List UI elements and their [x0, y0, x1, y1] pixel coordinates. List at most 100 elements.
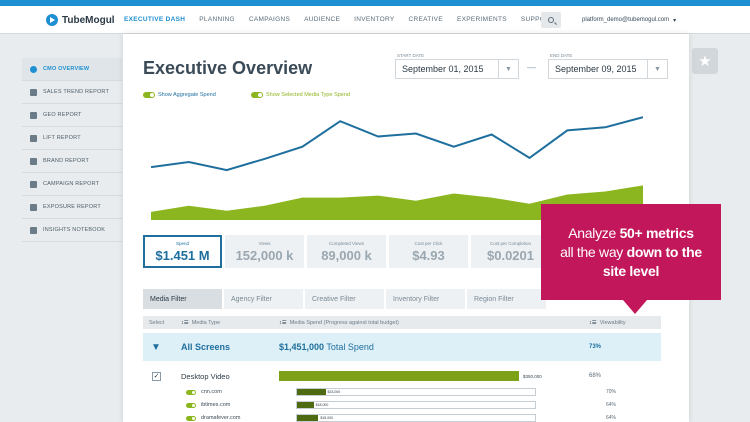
collapse-triangle-icon[interactable]: ▼ [151, 341, 161, 353]
sidebar-item-geo[interactable]: GEO REPORT [22, 104, 122, 127]
kpi-completed-views[interactable]: Completed Views 89,000 k [307, 235, 386, 268]
site-viewability: 64% [606, 415, 617, 421]
page-title: Executive Overview [143, 58, 313, 78]
sidebar-item-label: CMO OVERVIEW [43, 66, 90, 72]
row-viewability: 73% [589, 344, 602, 350]
sidebar-item-exposure[interactable]: EXPOSURE REPORT [22, 196, 122, 219]
spend-progress-bar: $33,000 [296, 388, 536, 396]
brand-logo[interactable]: TubeMogul [46, 14, 115, 26]
all-screens-row[interactable]: ▼ All Screens $1,451,000 Total Spend 73% [143, 333, 661, 361]
kpi-label: Views [258, 240, 271, 246]
callout-highlight: site level [602, 262, 660, 279]
nav-creative[interactable]: CREATIVE [408, 16, 443, 23]
sidebar-item-insights[interactable]: INSIGHTS NOTEBOOK [22, 219, 122, 242]
end-date-label: END DATE [550, 53, 573, 58]
kpi-label: Completed Views [329, 240, 364, 246]
site-amount: $33,000 [327, 390, 341, 394]
sidebar-item-cmo-overview[interactable]: CMO OVERVIEW [22, 58, 122, 81]
aggregate-spend-line [151, 116, 643, 172]
site-name: ibtimes.com [201, 402, 231, 408]
sidebar-item-label: LIFT REPORT [43, 135, 81, 141]
site-row-ibtimes: ibtimes.com $18,000 64% [143, 399, 661, 411]
kpi-cost-per-completion[interactable]: Cost per Completion $0.0201 [471, 235, 550, 268]
kpi-label: Spend [175, 240, 189, 246]
nav-audience[interactable]: AUDIENCE [304, 16, 341, 23]
spend-progress-bar [279, 371, 519, 381]
toggle-switch-icon[interactable] [186, 389, 196, 395]
sort-icon: ↕☰ [589, 319, 597, 326]
select-checkbox[interactable]: ✓ [152, 371, 161, 381]
sidebar-item-sales-trend[interactable]: SALES TREND REPORT [22, 81, 122, 104]
tab-media-filter[interactable]: Media Filter [143, 289, 222, 309]
callout-line-1: Analyze 50+ metrics [568, 224, 694, 243]
sidebar-item-campaign[interactable]: CAMPAIGN REPORT [22, 173, 122, 196]
callout-text: Analyze [568, 224, 620, 241]
sidebar-item-label: GEO REPORT [43, 112, 82, 118]
toggle-label: Show Aggregate Spend [158, 92, 216, 98]
kpi-spend[interactable]: Spend $1.451 M [143, 235, 222, 268]
sort-icon: ↕☰ [279, 319, 287, 326]
desktop-video-row: ✓ Desktop Video $350,000 68% [143, 368, 661, 384]
nav-support[interactable]: SUPPORT [520, 16, 555, 23]
nav-planning[interactable]: PLANNING [199, 16, 235, 23]
end-date-value: September 09, 2015 [555, 64, 637, 74]
kpi-row: Spend $1.451 M Views 152,000 k Completed… [143, 235, 550, 268]
search-button[interactable] [541, 12, 561, 28]
tab-inventory-filter[interactable]: Inventory Filter [386, 289, 465, 309]
chevron-down-icon[interactable]: ▼ [498, 60, 518, 78]
aggregate-spend-toggle[interactable]: Show Aggregate Spend [143, 92, 216, 98]
sidebar-item-lift[interactable]: LIFT REPORT [22, 127, 122, 150]
kpi-value: $0.0201 [487, 247, 534, 263]
total-spend-label: Total Spend [326, 342, 374, 352]
end-date-picker[interactable]: September 09, 2015 ▼ [548, 59, 668, 79]
date-separator: — [527, 62, 536, 72]
sidebar-item-label: EXPOSURE REPORT [43, 204, 101, 210]
tab-agency-filter[interactable]: Agency Filter [224, 289, 303, 309]
callout-line-3: site level [603, 262, 659, 281]
user-email: platform_demo@tubemogul.com [582, 17, 670, 23]
bar-chart-icon [30, 88, 37, 96]
media-type-spend-toggle[interactable]: Show Selected Media Type Spend [251, 92, 350, 98]
site-amount: $18,000 [315, 403, 329, 407]
favorite-button[interactable]: ★ [692, 48, 718, 74]
sidebar: CMO OVERVIEW SALES TREND REPORT GEO REPO… [22, 58, 122, 242]
kpi-cost-per-click[interactable]: Cost per Click $4.93 [389, 235, 468, 268]
chevron-down-icon: ▾ [673, 18, 677, 24]
kpi-label: Cost per Click [414, 240, 443, 246]
toggle-switch-icon [251, 92, 263, 98]
start-date-picker[interactable]: September 01, 2015 ▼ [395, 59, 519, 79]
column-viewability[interactable]: ↕☰ Viewability [589, 320, 626, 326]
tab-creative-filter[interactable]: Creative Filter [305, 289, 384, 309]
user-menu[interactable]: platform_demo@tubemogul.com ▾ [582, 17, 676, 24]
nav-campaigns[interactable]: CAMPAIGNS [248, 16, 291, 23]
kpi-label: Cost per Completion [489, 240, 532, 246]
nav-inventory[interactable]: INVENTORY [354, 16, 395, 23]
progress-fill [297, 415, 319, 421]
tab-region-filter[interactable]: Region Filter [467, 289, 546, 309]
column-media-type[interactable]: ↕☰ Media Type [181, 320, 279, 326]
column-select: Select [149, 319, 165, 326]
site-viewability: 70% [606, 389, 617, 395]
brand-icon [30, 157, 37, 165]
nav-experiments[interactable]: EXPERIMENTS [456, 16, 507, 23]
kpi-value: $4.93 [412, 247, 445, 263]
play-logo-icon [46, 14, 58, 26]
kpi-value: $1.451 M [155, 247, 210, 263]
brand-name: TubeMogul [62, 14, 115, 26]
chevron-down-icon[interactable]: ▼ [647, 60, 667, 78]
kpi-value: 89,000 k [321, 247, 372, 263]
row-name: All Screens [181, 342, 231, 352]
sidebar-item-label: SALES TREND REPORT [43, 89, 110, 95]
toggle-switch-icon[interactable] [186, 415, 196, 421]
kpi-views[interactable]: Views 152,000 k [225, 235, 304, 268]
callout-pointer [623, 300, 647, 314]
toggle-switch-icon[interactable] [186, 402, 196, 408]
promo-callout: Analyze 50+ metrics all the way down to … [541, 204, 721, 300]
start-date-label: START DATE [397, 53, 425, 58]
nav-executive-dash[interactable]: EXECUTIVE DASH [124, 16, 186, 23]
search-icon [548, 17, 554, 23]
row-viewability: 68% [589, 373, 602, 379]
top-navigation-bar: TubeMogul EXECUTIVE DASH PLANNING CAMPAI… [0, 6, 750, 34]
sidebar-item-brand[interactable]: BRAND REPORT [22, 150, 122, 173]
column-media-spend[interactable]: ↕☰ Media Spend (Progress against total b… [279, 320, 589, 326]
